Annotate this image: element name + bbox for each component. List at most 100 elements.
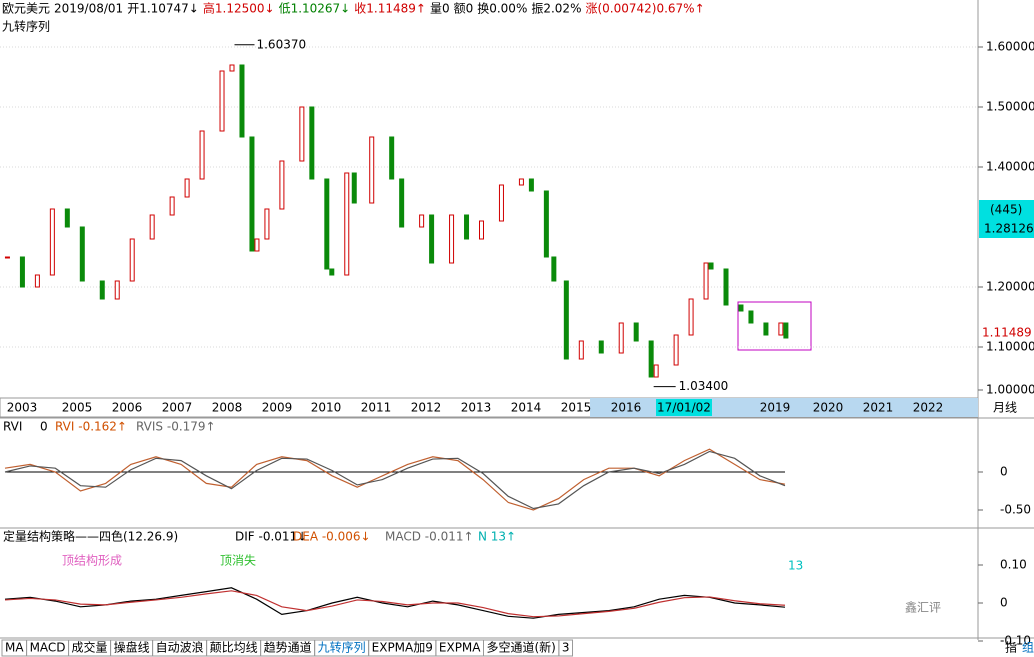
candle xyxy=(648,340,654,378)
candle xyxy=(4,256,10,259)
candle xyxy=(239,64,245,138)
watermark: 鑫汇评 xyxy=(905,600,941,615)
header-field: 低1.10267↓ xyxy=(279,2,351,16)
macd-note: 顶消失 xyxy=(220,553,256,568)
y-tick-label: 1.00000 xyxy=(986,383,1034,397)
candle xyxy=(34,274,40,288)
tab[interactable]: 自动波浪 xyxy=(152,639,208,657)
x-tick-label: 2011 xyxy=(361,401,392,415)
corner-label: 组 xyxy=(1022,641,1034,655)
header-field: 额0 xyxy=(454,2,474,16)
candle xyxy=(79,226,85,282)
tab[interactable]: 操盘线 xyxy=(110,639,154,657)
tab-label: 颠比均线 xyxy=(210,640,258,655)
candle xyxy=(449,214,455,264)
y-tick-label: 1.50000 xyxy=(986,100,1034,114)
candle xyxy=(19,256,25,288)
candle xyxy=(464,214,470,240)
y-tick-label: 0 xyxy=(1000,596,1008,610)
candle xyxy=(99,280,105,300)
candle xyxy=(199,130,205,180)
candle xyxy=(169,196,175,216)
candle xyxy=(479,220,484,240)
candle xyxy=(653,364,659,378)
tab-label: 成交量 xyxy=(72,640,108,655)
tab[interactable]: 九转序列 xyxy=(314,639,370,657)
tab-label: 趋势通道 xyxy=(264,641,312,655)
tab[interactable]: 多空通道(新) xyxy=(483,639,560,657)
tab[interactable]: 3 xyxy=(558,639,574,657)
tab[interactable]: 颠比均线 xyxy=(206,639,262,657)
candle xyxy=(429,214,435,264)
box-annotation xyxy=(737,301,812,351)
tab-border xyxy=(558,639,574,657)
tab[interactable]: 趋势通道 xyxy=(260,639,316,657)
candle xyxy=(399,178,405,228)
x-tick-label: 2020 xyxy=(813,401,844,415)
candle xyxy=(498,184,504,222)
last-price: 1.11489 xyxy=(982,326,1032,340)
candle xyxy=(633,322,639,342)
candle xyxy=(324,178,330,270)
rvi-line xyxy=(4,448,786,511)
x-tick-label: 2006 xyxy=(112,401,143,415)
header-field: 收1.11489↑ xyxy=(354,2,426,16)
macd-note: 13 xyxy=(788,559,803,573)
macd-dif-label: DIF -0.011↓ xyxy=(235,530,307,544)
candle xyxy=(279,160,285,210)
y-tick-label: 0.10 xyxy=(1000,558,1027,572)
high-label: 1.60370 xyxy=(256,37,306,51)
tab-label: MA xyxy=(5,641,24,655)
tab[interactable]: MACD xyxy=(26,639,70,657)
corner-label: 指 xyxy=(1005,640,1017,655)
candle xyxy=(563,280,569,360)
candle xyxy=(219,70,225,132)
dif-line xyxy=(4,587,786,619)
period: 月线 xyxy=(993,401,1017,415)
candle xyxy=(389,136,395,180)
tab-label: MACD xyxy=(30,641,66,655)
x-tick-label: 2021 xyxy=(863,401,894,415)
candle xyxy=(129,238,135,282)
candle xyxy=(783,322,789,339)
x-tick-label: 2016 xyxy=(611,401,642,415)
x-tick-label: 2005 xyxy=(62,401,93,415)
candle xyxy=(518,178,524,186)
candle xyxy=(778,322,784,336)
count-box xyxy=(979,200,1034,238)
tab-label: EXPMA xyxy=(439,641,481,655)
candle xyxy=(249,136,255,252)
tab[interactable]: EXPMA加9 xyxy=(368,639,437,657)
candle xyxy=(723,268,729,306)
candle xyxy=(254,238,260,252)
y-tick-label: 1.60000 xyxy=(986,40,1034,54)
candle xyxy=(344,172,350,276)
x-tick-label: 2022 xyxy=(913,401,944,415)
macd-title: 定量结构策略——四色(12.26.9) xyxy=(3,529,178,544)
candle xyxy=(369,136,375,204)
x-tick-label: 2014 xyxy=(511,401,542,415)
candle xyxy=(419,214,425,228)
x-tick-label: 2003 xyxy=(7,401,38,415)
tab[interactable]: EXPMA xyxy=(435,639,484,657)
header-field: 振2.02% xyxy=(531,2,581,16)
candle xyxy=(264,208,270,240)
header-field: 欧元美元 xyxy=(2,2,50,16)
candle xyxy=(184,178,190,198)
x-tick-label: 17/01/02 xyxy=(657,401,711,415)
y-tick-label: 0 xyxy=(1000,465,1008,479)
candle xyxy=(618,322,624,354)
tab[interactable]: MA xyxy=(1,639,28,657)
candle xyxy=(763,322,769,336)
tab-label: 自动波浪 xyxy=(156,640,204,655)
bar-count: (445) xyxy=(990,203,1022,217)
rvi-param: 0 xyxy=(40,420,48,434)
candle xyxy=(229,64,235,72)
tab[interactable]: 成交量 xyxy=(68,639,112,657)
y-tick-label: -0.50 xyxy=(1000,503,1031,517)
header-field: 开1.10747↓ xyxy=(127,2,199,16)
y-tick-label: 1.10000 xyxy=(986,340,1034,354)
header-field: 高1.12500↓ xyxy=(203,1,275,16)
